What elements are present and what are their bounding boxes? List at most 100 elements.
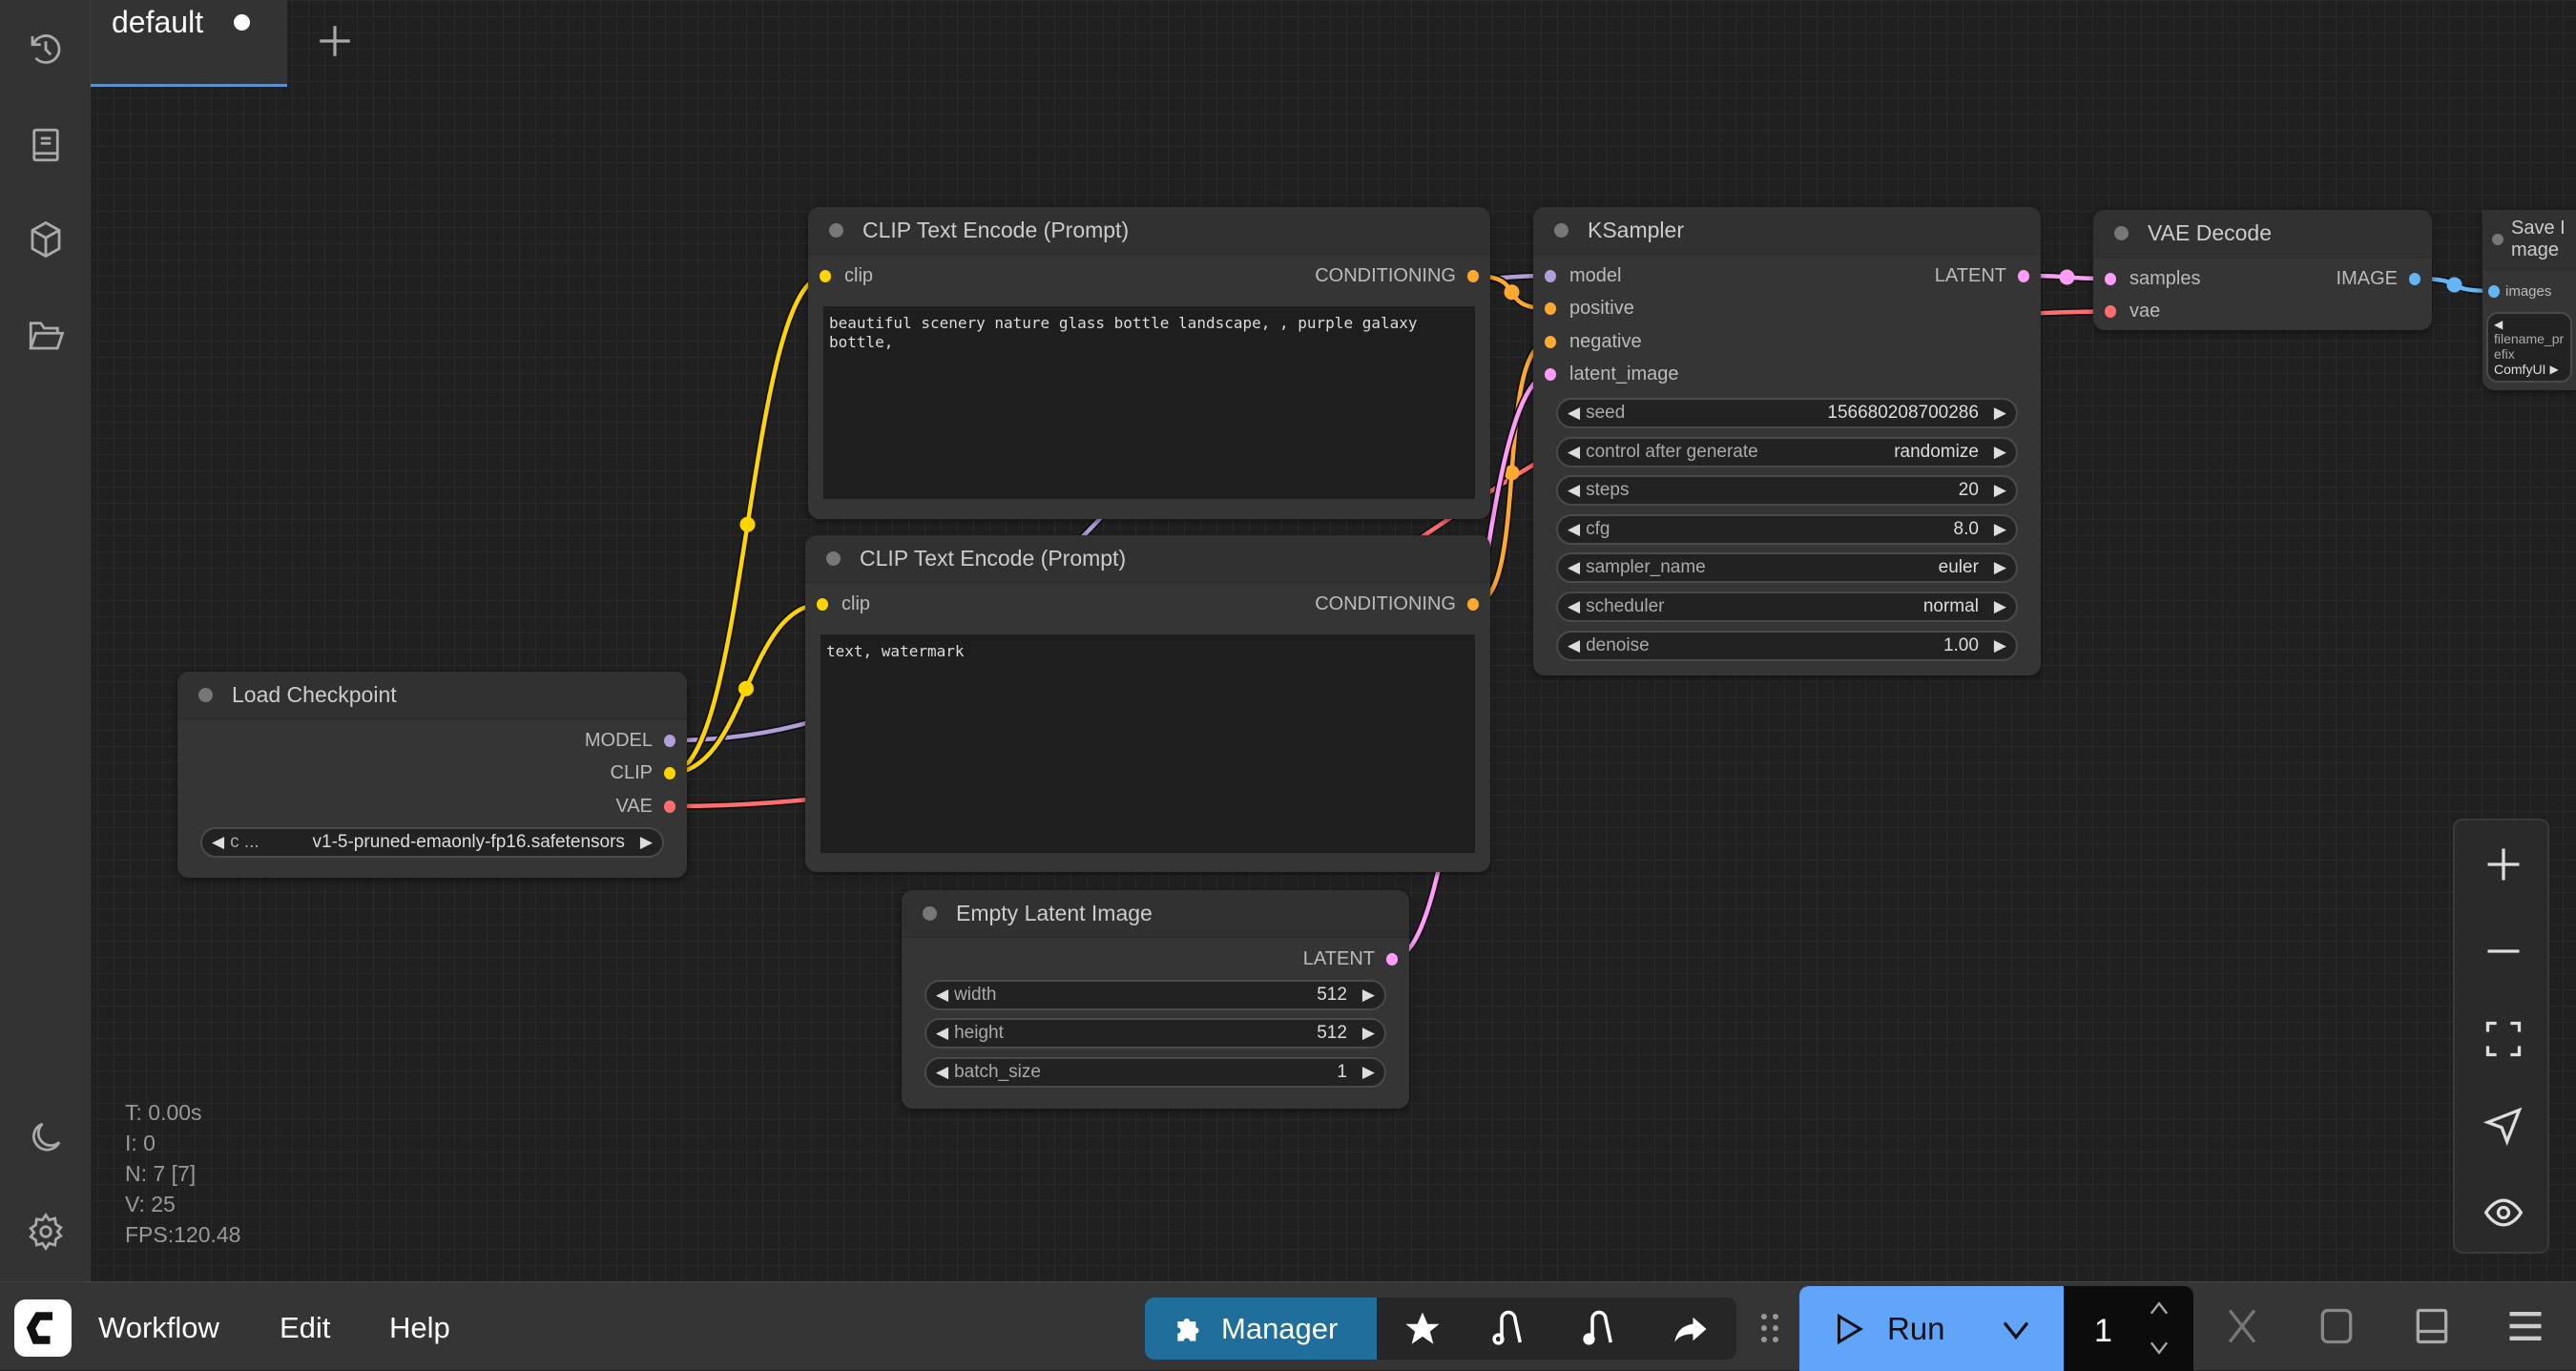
input-slot-vae[interactable]: vae [2105, 296, 2160, 328]
input-slot-clip[interactable]: clip [817, 588, 870, 620]
cancel-x-icon[interactable] [2221, 1305, 2263, 1347]
decrement-arrow-left-icon[interactable]: ◀ [1568, 519, 1581, 538]
theme-moon-icon[interactable] [26, 1117, 66, 1157]
output-dot-icon[interactable] [2409, 272, 2420, 285]
widget-seed[interactable]: ◀ seed 156680208700286 ▶ [1556, 398, 2018, 428]
widget-cfg[interactable]: ◀ cfg 8.0 ▶ [1556, 513, 2018, 545]
settings-gear-icon[interactable] [26, 1212, 66, 1252]
node-title-bar[interactable]: Empty Latent Image [902, 890, 1409, 938]
widget-denoise[interactable]: ◀ denoise 1.00 ▶ [1556, 630, 2018, 661]
run-button[interactable]: Run [1799, 1286, 2064, 1371]
drag-handle-icon[interactable] [1758, 1311, 1781, 1345]
output-dot-icon[interactable] [2018, 269, 2029, 282]
input-dot-icon[interactable] [1545, 269, 1556, 282]
input-dot-icon[interactable] [1545, 368, 1556, 381]
widget-height[interactable]: ◀ height 512 ▶ [924, 1018, 1386, 1049]
input-dot-icon[interactable] [1545, 335, 1556, 348]
input-slot-clip[interactable]: clip [820, 260, 873, 292]
node-clip-text-encode-positive[interactable]: CLIP Text Encode (Prompt) clip CONDITIONIN… [808, 207, 1490, 519]
input-dot-icon[interactable] [820, 269, 831, 282]
manager-button[interactable]: Manager [1145, 1298, 1377, 1360]
output-dot-icon[interactable] [664, 800, 675, 813]
model-library-icon[interactable] [26, 219, 66, 260]
history-icon[interactable] [26, 30, 66, 70]
toggle-links-eye-icon[interactable] [2483, 1192, 2524, 1234]
focus-mode-square-icon[interactable] [2316, 1305, 2358, 1347]
select-mode-navigate-icon[interactable] [2483, 1105, 2524, 1147]
workflows-folder-icon[interactable] [26, 315, 66, 355]
output-dot-icon[interactable] [1386, 952, 1398, 966]
input-dot-icon[interactable] [2488, 284, 2500, 298]
node-title-bar[interactable]: Load Checkpoint [177, 672, 687, 719]
node-load-checkpoint[interactable]: Load Checkpoint MODEL CLIP VAE ◀ c ... v1-5-pr… [177, 672, 687, 878]
output-slot-clip[interactable]: CLIP [611, 758, 675, 790]
node-collapse-dot-icon[interactable] [923, 906, 937, 921]
output-slot-vae[interactable]: VAE [615, 790, 675, 822]
toggle-bottom-panel-icon[interactable] [2411, 1305, 2453, 1347]
increment-arrow-right-icon[interactable]: ▶ [1993, 519, 2006, 538]
node-collapse-dot-icon[interactable] [198, 688, 213, 702]
menu-help[interactable]: Help [389, 1311, 450, 1344]
input-slot-images[interactable]: images [2488, 275, 2551, 307]
input-slot-negative[interactable]: negative [1545, 325, 1642, 358]
node-collapse-dot-icon[interactable] [1554, 223, 1568, 238]
increment-arrow-right-icon[interactable]: ▶ [1993, 558, 2006, 577]
node-empty-latent-image[interactable]: Empty Latent Image LATENT ◀ width 512 ▶ ◀ heigh… [902, 890, 1409, 1109]
input-slot-latent_image[interactable]: latent_image [1545, 359, 1679, 391]
batch-count-input[interactable]: 1 [2064, 1286, 2193, 1371]
input-slot-model[interactable]: model [1545, 260, 1621, 292]
output-dot-icon[interactable] [664, 767, 675, 779]
output-dot-icon[interactable] [664, 734, 675, 747]
decrement-arrow-left-icon[interactable]: ◀ [1568, 442, 1581, 461]
node-collapse-dot-icon[interactable] [2114, 226, 2129, 240]
increment-arrow-right-icon[interactable]: ▶ [1993, 404, 2006, 422]
node-clip-text-encode-negative[interactable]: CLIP Text Encode (Prompt) clip CONDITIONIN… [805, 535, 1490, 872]
widget-scheduler[interactable]: ◀ scheduler normal ▶ [1556, 591, 2018, 622]
increment-arrow-right-icon[interactable]: ▶ [1993, 596, 2006, 615]
decrement-arrow-left-icon[interactable]: ◀ [1568, 596, 1581, 615]
queue-list-icon[interactable] [26, 125, 66, 165]
fit-view-icon[interactable] [2483, 1018, 2524, 1060]
hamburger-menu-icon[interactable] [2504, 1305, 2546, 1347]
zoom-out-minus-icon[interactable] [2483, 930, 2524, 972]
increment-chevron-up-icon[interactable] [2145, 1296, 2173, 1322]
widget-sampler-name[interactable]: ◀ sampler_name euler ▶ [1556, 552, 2018, 584]
input-slot-positive[interactable]: positive [1545, 293, 1634, 325]
tab-default[interactable]: default [91, 0, 287, 87]
output-slot-conditioning[interactable]: CONDITIONING [1315, 588, 1479, 620]
input-dot-icon[interactable] [2105, 272, 2116, 285]
input-dot-icon[interactable] [2105, 305, 2116, 318]
decrement-arrow-left-icon[interactable]: ◀ [936, 1062, 949, 1081]
menu-edit[interactable]: Edit [280, 1311, 331, 1344]
increment-arrow-right-icon[interactable]: ▶ [1361, 985, 1375, 1004]
decrement-arrow-left-icon[interactable]: ◀ [1568, 481, 1581, 500]
widget-steps[interactable]: ◀ steps 20 ▶ [1556, 475, 2018, 507]
node-title-bar[interactable]: Save Image [2483, 210, 2576, 270]
node-vae-decode[interactable]: VAE Decode samples IMAGE vae [2093, 210, 2432, 330]
decrement-arrow-left-icon[interactable]: ◀ [1568, 558, 1581, 577]
increment-arrow-right-icon[interactable]: ▶ [639, 832, 653, 851]
node-title-bar[interactable]: CLIP Text Encode (Prompt) [805, 535, 1490, 583]
increment-arrow-right-icon[interactable]: ▶ [1993, 481, 2006, 500]
run-options-chevron-down-icon[interactable] [1997, 1313, 2035, 1347]
output-dot-icon[interactable] [1467, 597, 1479, 611]
input-slot-samples[interactable]: samples [2105, 262, 2200, 295]
decrement-arrow-left-icon[interactable]: ◀ [936, 1024, 949, 1043]
decrement-arrow-left-icon[interactable]: ◀ [1568, 635, 1581, 654]
widget-c-[interactable]: ◀ c ... v1-5-pruned-emaonly-fp16.safetenso… [200, 826, 664, 858]
increment-arrow-right-icon[interactable]: ▶ [1993, 635, 2006, 654]
decrement-arrow-left-icon[interactable]: ◀ [212, 832, 225, 851]
output-slot-image[interactable]: IMAGE [2337, 262, 2420, 295]
widget-control-after-generate[interactable]: ◀ control after generate randomize ▶ [1556, 436, 2018, 467]
prompt-textarea[interactable]: text, watermark [821, 634, 1475, 853]
node-ksampler[interactable]: KSampler model LATENT positive negative laten… [1533, 207, 2041, 675]
decrement-arrow-left-icon[interactable]: ◀ [2494, 317, 2503, 331]
input-dot-icon[interactable] [817, 597, 828, 611]
workspace-tool-icon[interactable] [1488, 1309, 1528, 1349]
node-title-bar[interactable]: KSampler [1533, 207, 2041, 255]
increment-arrow-right-icon[interactable]: ▶ [1361, 1024, 1375, 1043]
share-arrow-icon[interactable] [1670, 1309, 1710, 1349]
node-save-image[interactable]: Save Image images ◀ filename_prefix ComfyUI ▶ [2483, 210, 2576, 390]
output-slot-latent[interactable]: LATENT [1303, 943, 1398, 975]
node-title-bar[interactable]: CLIP Text Encode (Prompt) [808, 207, 1490, 255]
